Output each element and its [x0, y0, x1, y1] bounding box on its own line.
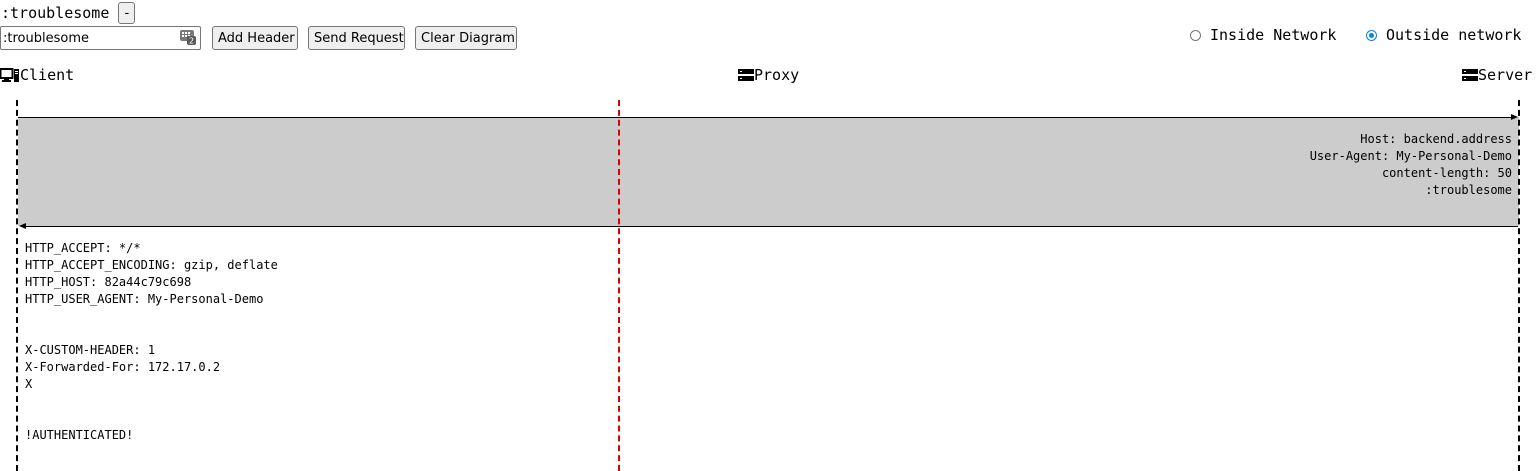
request-header-line: Host: backend.address — [1360, 132, 1512, 146]
request-band — [18, 117, 1519, 226]
add-header-button[interactable]: Add Header — [212, 26, 298, 50]
request-header-line: User-Agent: My-Personal-Demo — [1309, 149, 1512, 163]
response-line: HTTP_HOST: 82a44c79c698 — [25, 275, 192, 289]
radio-inside-network[interactable]: Inside Network — [1190, 25, 1336, 45]
server-icon — [1462, 69, 1478, 81]
radio-outside-network-circle[interactable] — [1366, 29, 1377, 41]
lifeline-proxy — [618, 100, 620, 471]
radio-inside-network-label[interactable]: Inside Network — [1210, 26, 1337, 44]
remove-header-button[interactable]: - — [118, 2, 136, 24]
response-line: HTTP_USER_AGENT: My-Personal-Demo — [25, 292, 264, 306]
response-arrow-head — [19, 223, 26, 229]
request-headers: Host: backend.address User-Agent: My-Per… — [1310, 131, 1512, 199]
clear-diagram-button[interactable]: Clear Diagram — [415, 26, 517, 50]
request-arrow-line — [18, 117, 1512, 118]
response-line — [25, 393, 278, 410]
radio-outside-network-label[interactable]: Outside network — [1386, 26, 1522, 44]
request-header-line: :troublesome — [1425, 183, 1512, 197]
lifeline-client — [16, 100, 18, 471]
response-line: X — [25, 377, 33, 391]
response-line: HTTP_ACCEPT_ENCODING: gzip, deflate — [25, 258, 278, 272]
header-entry: :troublesome - — [0, 2, 136, 24]
participant-client-label: Client — [20, 66, 75, 84]
request-header-line: content-length: 50 — [1381, 166, 1512, 180]
response-line: X-CUSTOM-HEADER: 1 — [25, 343, 156, 357]
response-line: !AUTHENTICATED! — [25, 428, 134, 442]
response-arrow-line — [25, 226, 1518, 227]
participant-proxy: Proxy — [738, 65, 799, 85]
header-input[interactable] — [0, 26, 201, 50]
participant-server-label: Server — [1478, 66, 1533, 84]
participant-client: Client — [0, 65, 74, 85]
response-line — [25, 325, 278, 342]
header-name: :troublesome — [1, 4, 110, 22]
send-request-button[interactable]: Send Request — [308, 26, 405, 50]
svg-text:2: 2 — [189, 37, 194, 46]
response-line — [25, 308, 278, 325]
server-icon — [738, 69, 754, 81]
participant-server: Server — [1462, 65, 1532, 85]
request-arrow-head — [1511, 114, 1518, 120]
radio-inside-network-circle[interactable] — [1190, 29, 1201, 41]
response-line: HTTP_ACCEPT: */* — [25, 241, 141, 255]
desktop-icon — [0, 68, 19, 82]
radio-outside-network[interactable]: Outside network — [1366, 25, 1521, 45]
response-body: HTTP_ACCEPT: */* HTTP_ACCEPT_ENCODING: g… — [25, 240, 278, 444]
autofill-icon[interactable]: 2 — [180, 29, 196, 46]
response-line: X-Forwarded-For: 172.17.0.2 — [25, 360, 221, 374]
response-line — [25, 410, 278, 427]
lifeline-server — [1518, 100, 1520, 471]
participant-proxy-label: Proxy — [754, 66, 800, 84]
